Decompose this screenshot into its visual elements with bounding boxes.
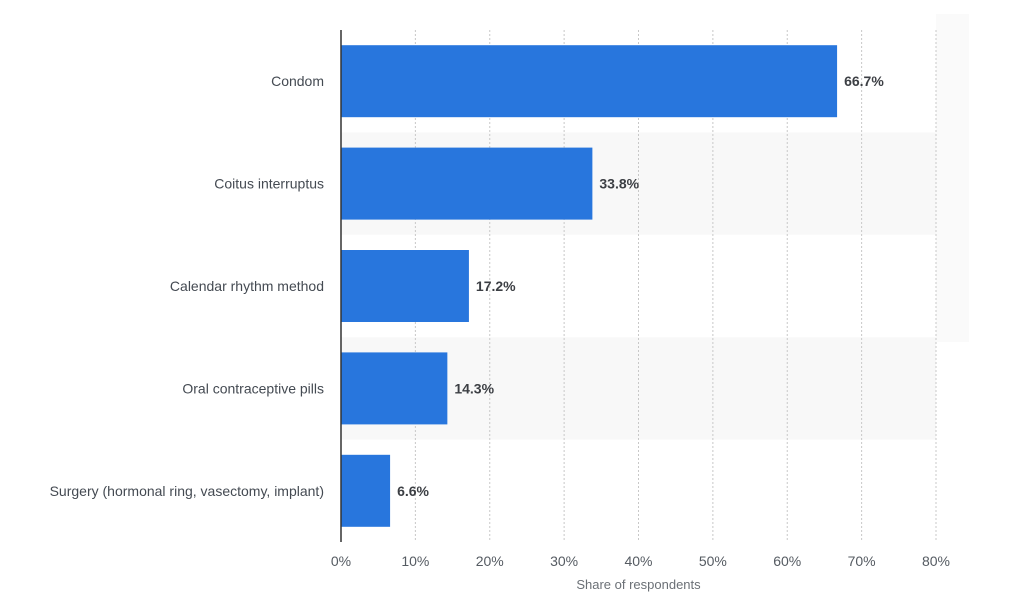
category-labels: Condom Coitus interruptus Calendar rhythm … xyxy=(50,73,324,499)
x-tick-label: 20% xyxy=(476,553,504,569)
bars xyxy=(341,45,838,527)
category-label: Condom xyxy=(271,73,324,89)
x-tick-label: 70% xyxy=(848,553,876,569)
x-tick-label: 0% xyxy=(331,553,351,569)
value-label: 17.2% xyxy=(476,278,516,294)
x-tick-label: 30% xyxy=(550,553,578,569)
value-label: 33.8% xyxy=(599,176,639,192)
x-tick-label: 80% xyxy=(922,553,950,569)
bar xyxy=(341,250,469,322)
category-label: Coitus interruptus xyxy=(214,176,324,192)
bar xyxy=(341,147,593,220)
value-labels: 66.7% 33.8% 17.2% 14.3% 6.6% xyxy=(397,73,884,499)
bar xyxy=(341,45,838,118)
bar xyxy=(341,352,448,425)
x-tick-label: 40% xyxy=(624,553,652,569)
edge-panel xyxy=(936,14,969,342)
value-label: 6.6% xyxy=(397,483,429,499)
value-label: 14.3% xyxy=(454,380,494,396)
x-tick-label: 60% xyxy=(773,553,801,569)
bar xyxy=(341,454,391,527)
value-label: 66.7% xyxy=(844,73,884,89)
x-axis-title: Share of respondents xyxy=(576,577,701,592)
category-label: Surgery (hormonal ring, vasectomy, impla… xyxy=(50,483,324,499)
x-tick-label: 50% xyxy=(699,553,727,569)
category-label: Oral contraceptive pills xyxy=(182,380,324,396)
x-tick-label: 10% xyxy=(401,553,429,569)
category-label: Calendar rhythm method xyxy=(170,278,324,294)
x-tick-labels: 0% 10% 20% 30% 40% 50% 60% 70% 80% xyxy=(331,553,950,569)
